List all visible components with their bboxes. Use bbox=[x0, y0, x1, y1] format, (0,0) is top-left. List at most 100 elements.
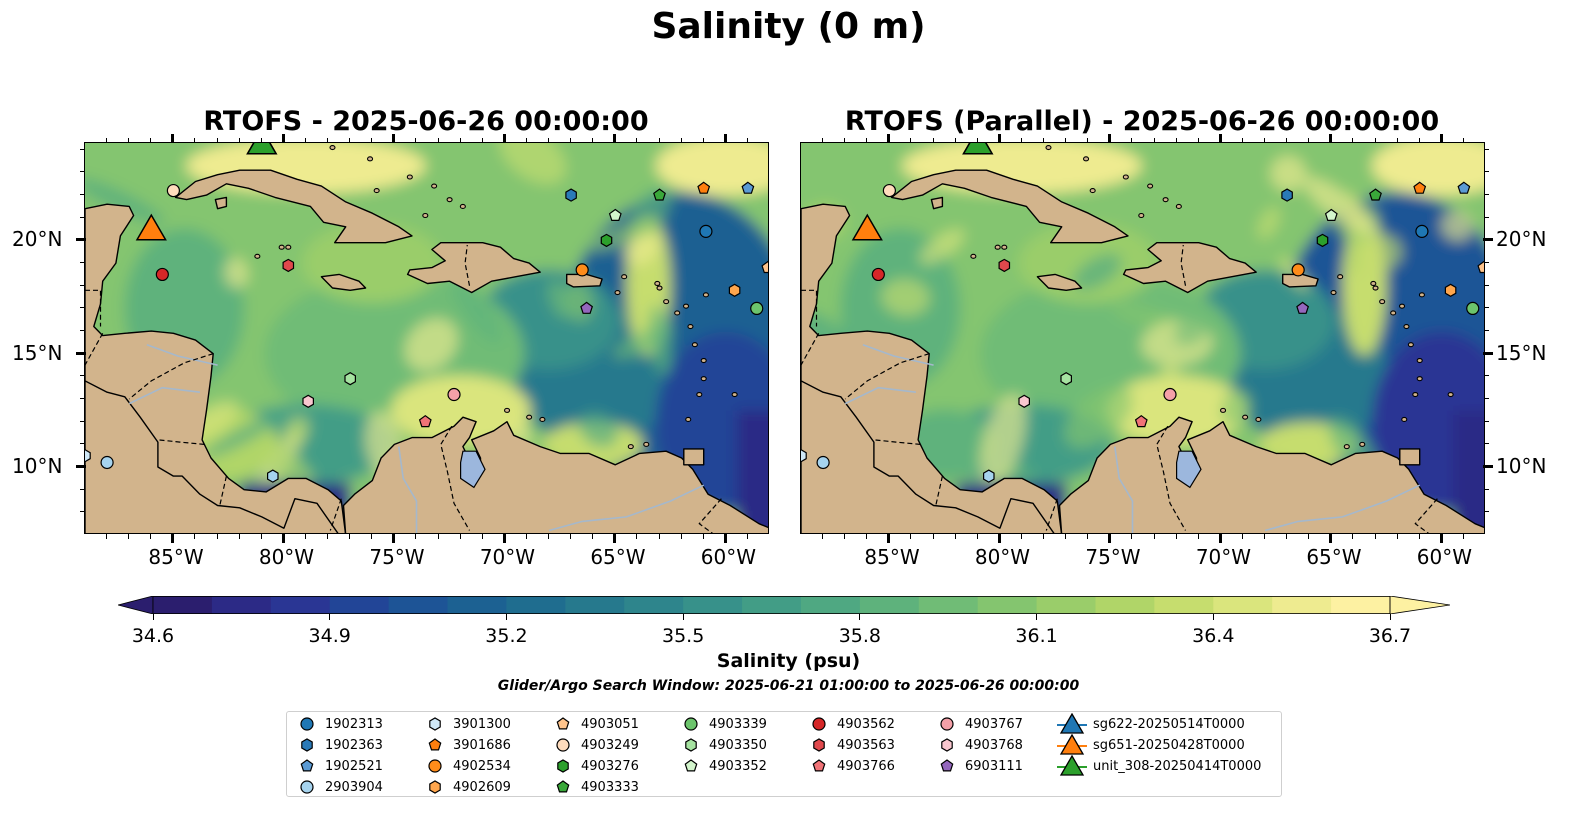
legend-entry: 4903276 bbox=[551, 757, 639, 775]
lat-label-left: 15°N bbox=[12, 340, 63, 365]
small-island bbox=[1418, 292, 1425, 298]
minor-lon-tick bbox=[548, 138, 550, 142]
argo-float-3901300 bbox=[801, 449, 807, 463]
border-6 bbox=[440, 425, 471, 531]
glider-markers bbox=[135, 143, 278, 241]
land-hispaniola bbox=[406, 241, 541, 294]
map-panel-rtofs-parallel[interactable] bbox=[800, 142, 1485, 534]
colorbar-segment bbox=[565, 596, 625, 614]
lon-label: 75°W bbox=[369, 545, 425, 569]
legend-marker-shape bbox=[301, 738, 313, 752]
colorbar-tick bbox=[1389, 614, 1391, 620]
minor-lon-tick bbox=[1286, 534, 1288, 539]
river-1 bbox=[1264, 484, 1421, 532]
legend-glider-marker bbox=[1057, 734, 1087, 755]
minor-lon-tick bbox=[746, 534, 748, 539]
argo-float-1902363 bbox=[565, 188, 577, 202]
small-island bbox=[1045, 144, 1052, 151]
minor-lon-tick bbox=[1264, 534, 1266, 539]
legend-marker-shape bbox=[429, 717, 441, 731]
glider-markers bbox=[851, 143, 994, 241]
legend-label: 4903563 bbox=[837, 737, 895, 753]
small-island bbox=[431, 183, 438, 189]
minor-lon-tick bbox=[1043, 534, 1045, 539]
minor-lon-tick bbox=[844, 534, 846, 539]
lon-label: 70°W bbox=[1195, 545, 1252, 569]
legend-label: 4903350 bbox=[709, 737, 767, 753]
argo-float-4903276 bbox=[1316, 233, 1329, 248]
minor-lat-tick bbox=[1484, 352, 1489, 354]
minor-lat-tick bbox=[80, 330, 85, 332]
small-island bbox=[1390, 310, 1397, 316]
legend-entry: 4903333 bbox=[551, 778, 639, 796]
border-6 bbox=[1156, 425, 1187, 531]
argo-float-4903352 bbox=[1324, 208, 1338, 222]
river-2 bbox=[128, 386, 200, 405]
minor-lon-tick bbox=[1131, 534, 1133, 539]
minor-lon-tick bbox=[437, 138, 439, 142]
small-island bbox=[700, 357, 707, 364]
legend-label: 4903562 bbox=[837, 716, 895, 732]
minor-lon-tick bbox=[327, 138, 329, 142]
minor-lon-tick bbox=[592, 534, 594, 539]
minor-lat-tick bbox=[1484, 398, 1489, 400]
minor-lon-tick bbox=[1065, 534, 1067, 539]
legend-marker-shape bbox=[556, 717, 570, 730]
minor-lat-tick bbox=[1484, 216, 1489, 218]
minor-lon-tick bbox=[172, 534, 174, 539]
legend-marker bbox=[556, 717, 570, 730]
minor-lon-tick bbox=[866, 534, 868, 539]
colorbar-tick-label: 34.6 bbox=[131, 625, 175, 647]
minor-lon-tick bbox=[998, 138, 1000, 142]
legend-label: 4903339 bbox=[709, 716, 767, 732]
river-1 bbox=[548, 484, 705, 532]
colorbar-segment bbox=[624, 596, 684, 614]
small-island bbox=[731, 391, 738, 398]
minor-lon-tick bbox=[393, 138, 395, 142]
legend-marker bbox=[301, 738, 313, 752]
minor-lon-tick bbox=[570, 534, 572, 539]
argo-float-1902313 bbox=[699, 224, 713, 238]
map-panel-rtofs[interactable] bbox=[84, 142, 769, 534]
border-1 bbox=[801, 333, 820, 366]
minor-lon-tick bbox=[1308, 138, 1310, 142]
argo-float-4903350 bbox=[344, 372, 356, 386]
minor-lon-tick bbox=[614, 138, 616, 142]
minor-lon-tick bbox=[1065, 138, 1067, 142]
minor-lon-tick bbox=[216, 138, 218, 142]
minor-lon-tick bbox=[1352, 534, 1354, 539]
lat-label-right: 10°N bbox=[1496, 454, 1547, 479]
minor-lon-tick bbox=[260, 138, 262, 142]
minor-lon-tick bbox=[702, 534, 704, 539]
minor-lon-tick bbox=[910, 534, 912, 539]
legend-marker bbox=[300, 759, 314, 772]
lon-label: 65°W bbox=[590, 545, 646, 569]
border-2 bbox=[128, 353, 214, 400]
minor-lon-tick bbox=[371, 138, 373, 142]
argo-float-3901686 bbox=[697, 181, 711, 194]
legend-marker-shape bbox=[556, 780, 570, 793]
argo-float-4902534 bbox=[1291, 263, 1305, 277]
legend-marker-shape bbox=[813, 738, 825, 752]
colorbar-segment bbox=[388, 596, 449, 614]
small-island bbox=[1138, 212, 1145, 219]
minor-lon-tick bbox=[1330, 138, 1332, 142]
minor-lon-tick bbox=[888, 138, 890, 142]
argo-float-4903339 bbox=[1466, 301, 1480, 316]
minor-lon-tick bbox=[525, 138, 527, 142]
minor-lon-tick bbox=[1440, 138, 1442, 142]
legend-entry: 2903904 bbox=[295, 778, 383, 796]
small-island bbox=[254, 253, 261, 259]
argo-float-1902363 bbox=[1281, 188, 1293, 202]
legend-entry: 4903352 bbox=[679, 757, 767, 775]
river-3 bbox=[146, 343, 218, 366]
argo-float-1902521 bbox=[1457, 181, 1471, 194]
minor-lon-tick bbox=[1396, 138, 1398, 142]
small-island bbox=[539, 416, 546, 422]
argo-float-4903339 bbox=[750, 301, 764, 316]
minor-lat-tick bbox=[1484, 171, 1489, 173]
minor-lon-tick bbox=[349, 138, 351, 142]
colorbar-segment bbox=[506, 596, 566, 614]
minor-lon-tick bbox=[415, 534, 417, 539]
minor-lon-tick bbox=[1153, 138, 1155, 142]
